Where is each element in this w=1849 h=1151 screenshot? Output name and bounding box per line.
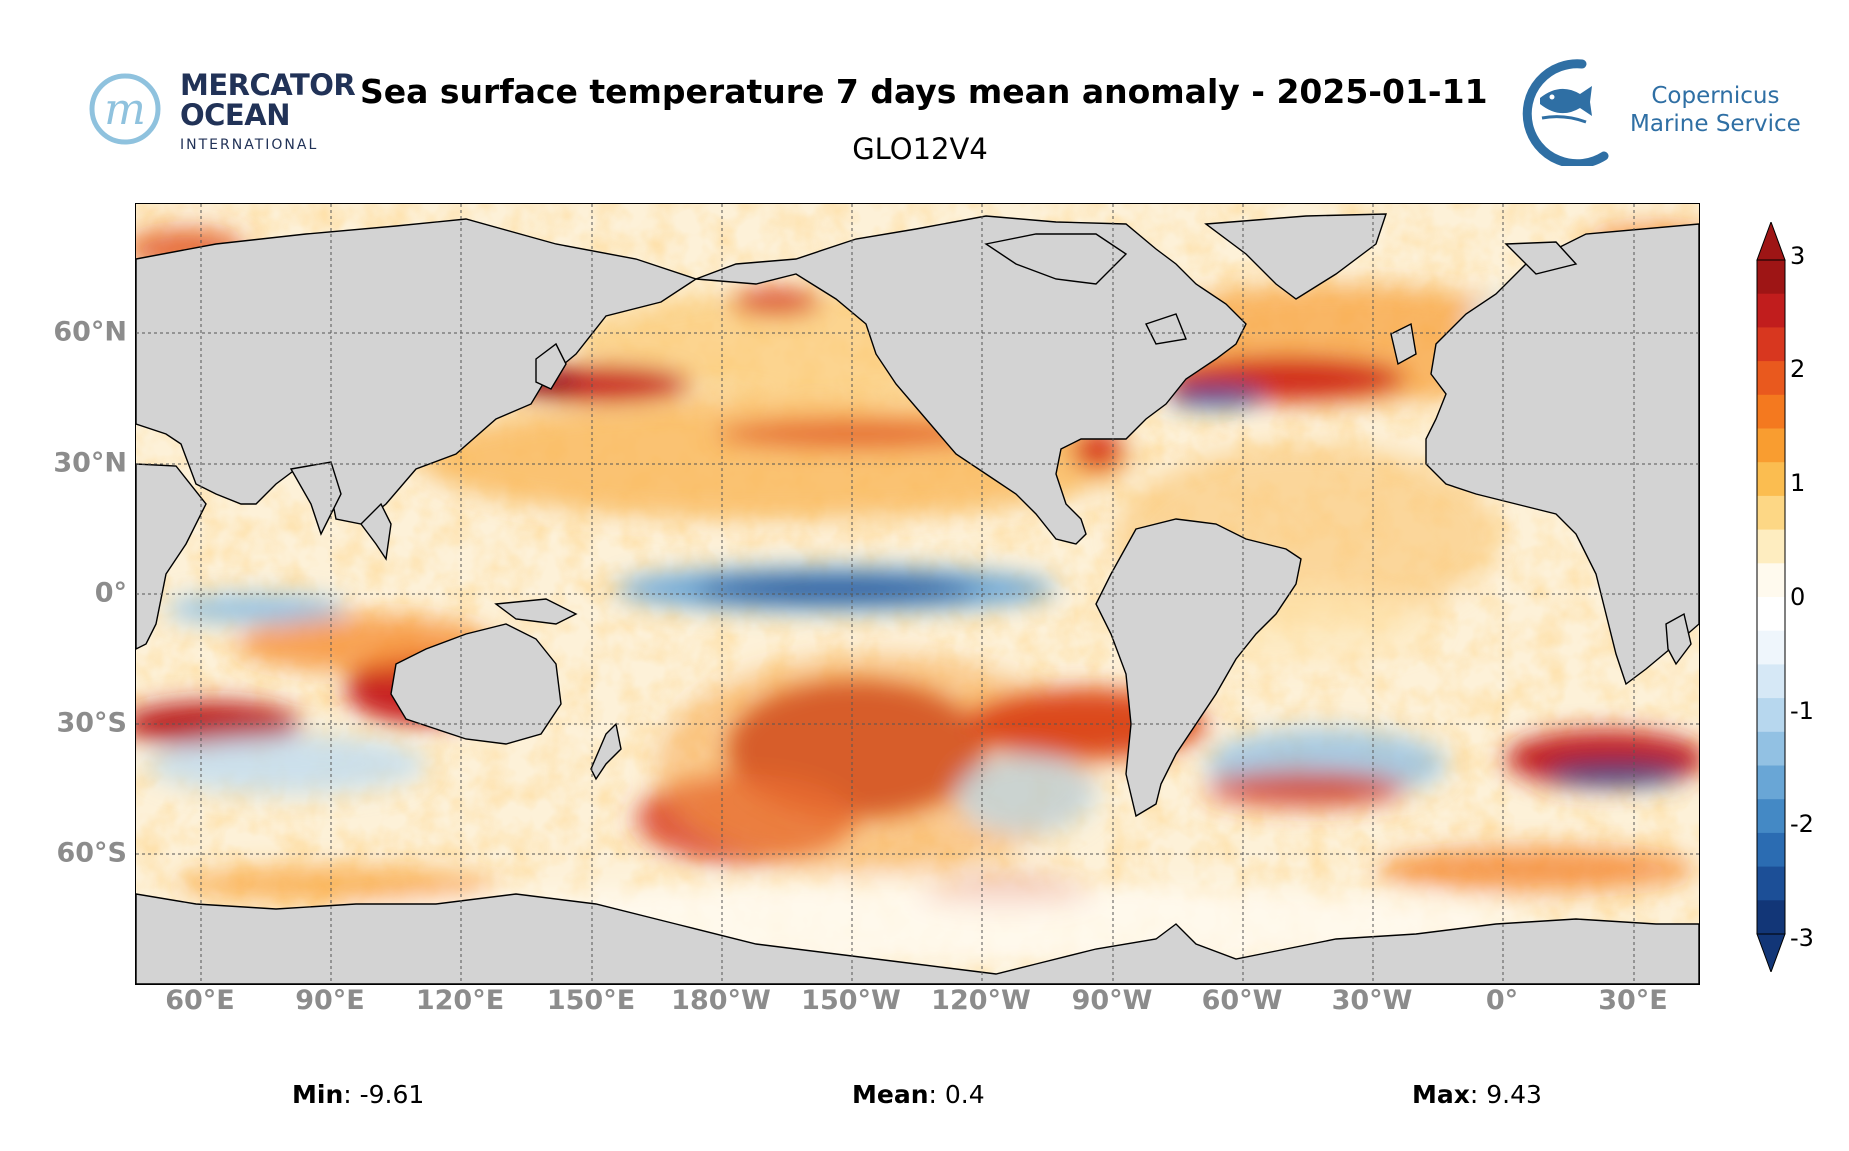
south-america-landmass — [1095, 518, 1302, 818]
sst-anomaly-map — [135, 203, 1700, 985]
lon-label-30e: 30°E — [1598, 985, 1668, 1016]
colorbar-tick-neg2: -2 — [1790, 810, 1814, 838]
north-america-landmass — [695, 215, 1247, 545]
copernicus-marine-logo: Copernicus Marine Service — [1512, 56, 1802, 166]
colorbar-tick-2: 2 — [1790, 355, 1806, 383]
lon-label-0: 0° — [1485, 985, 1519, 1016]
australia-landmass — [390, 623, 562, 745]
india-landmass — [289, 461, 342, 536]
colorbar-tick-neg1: -1 — [1790, 697, 1814, 725]
lon-label-150e: 150°E — [546, 985, 636, 1016]
colorbar-segment — [1757, 327, 1785, 362]
lon-label-90w: 90°W — [1071, 985, 1153, 1016]
lon-label-60e: 60°E — [165, 985, 235, 1016]
colorbar-segment — [1757, 900, 1785, 935]
lat-label-60s: 60°S — [56, 837, 127, 869]
stat-max-value: 9.43 — [1486, 1080, 1542, 1109]
lat-label-30s: 30°S — [56, 707, 127, 739]
mercator-wordmark: MERCATOR OCEAN INTERNATIONAL — [180, 68, 356, 156]
colorbar-segment — [1757, 799, 1785, 834]
stat-min: Min: -9.61 — [292, 1080, 425, 1109]
colorbar-tick-1: 1 — [1790, 469, 1806, 497]
stat-mean: Mean: 0.4 — [852, 1080, 985, 1109]
colorbar-frame — [1756, 259, 1786, 935]
colorbar-tick-0: 0 — [1790, 583, 1806, 611]
graticule — [136, 204, 1699, 984]
mercator-line-3: INTERNATIONAL — [180, 137, 319, 153]
colorbar-segment — [1757, 698, 1785, 733]
stat-mean-label: Mean — [852, 1080, 929, 1109]
copernicus-line-2: Marine Service — [1630, 111, 1801, 137]
colorbar-segment — [1757, 866, 1785, 901]
colorbar-segment — [1757, 731, 1785, 766]
stat-mean-value: 0.4 — [944, 1080, 985, 1109]
colorbar-extend-max — [1756, 222, 1786, 261]
mercator-line-2: OCEAN — [180, 98, 290, 132]
map-canvas — [136, 204, 1699, 984]
svg-text:m: m — [104, 84, 146, 135]
antarctica-landmass — [136, 893, 1699, 984]
colorbar-segment — [1757, 260, 1785, 295]
colorbar-segment — [1757, 462, 1785, 497]
lon-label-90e: 90°E — [295, 985, 365, 1016]
lon-label-150w: 150°W — [801, 985, 901, 1016]
colorbar-segment — [1757, 597, 1785, 632]
indochina-landmass — [360, 502, 392, 561]
arctic-archipelago-landmass — [984, 233, 1128, 285]
colorbar-segment — [1757, 529, 1785, 564]
map-title: Sea surface temperature 7 days mean anom… — [360, 72, 1488, 111]
japan-landmass — [535, 342, 567, 390]
copernicus-line-1: Copernicus — [1651, 83, 1780, 109]
colorbar-tick-3: 3 — [1790, 242, 1806, 270]
mercator-monogram-icon: m — [89, 73, 161, 145]
colorbar-segment — [1757, 394, 1785, 429]
colorbar-tick-neg3: -3 — [1790, 924, 1814, 952]
land-masses — [136, 213, 1699, 984]
fish-icon — [1522, 59, 1609, 166]
colorbar-segment — [1757, 832, 1785, 868]
colorbar-segment — [1757, 361, 1785, 396]
lat-label-30n: 30°N — [53, 447, 127, 479]
colorbar-segment — [1757, 563, 1785, 598]
map-subtitle: GLO12V4 — [852, 132, 988, 166]
lon-label-180w: 180°W — [671, 985, 771, 1016]
asia-landmass — [136, 218, 698, 525]
stat-min-label: Min — [292, 1080, 344, 1109]
colorbar — [1756, 222, 1786, 972]
colorbar-segment — [1757, 293, 1785, 328]
colorbar-segment — [1757, 664, 1785, 699]
madagascar-landmass — [1665, 612, 1692, 666]
lon-label-60w: 60°W — [1201, 985, 1283, 1016]
colorbar-extend-min — [1756, 933, 1786, 972]
colorbar-segment — [1757, 428, 1785, 463]
lon-label-120e: 120°E — [415, 985, 505, 1016]
lat-label-60n: 60°N — [53, 316, 127, 348]
svalbard-landmass — [1504, 241, 1578, 275]
mercator-line-1: MERCATOR — [180, 68, 356, 102]
labrador-island-landmass — [1145, 313, 1187, 345]
colorbar-segment — [1757, 765, 1785, 800]
stat-min-value: -9.61 — [359, 1080, 425, 1109]
new-guinea-landmass — [494, 598, 578, 625]
colorbar-segment — [1757, 630, 1785, 665]
lon-label-120w: 120°W — [931, 985, 1031, 1016]
mercator-ocean-logo: m MERCATOR OCEAN INTERNATIONAL — [88, 68, 356, 158]
lat-label-0: 0° — [94, 577, 127, 609]
greenland-landmass — [1204, 213, 1387, 300]
stat-max: Max: 9.43 — [1412, 1080, 1542, 1109]
copernicus-wordmark: Copernicus Marine Service — [1630, 82, 1801, 138]
stat-max-label: Max — [1412, 1080, 1470, 1109]
colorbar-segment — [1757, 495, 1785, 531]
europe-africa-landmass — [1425, 223, 1699, 686]
uk-landmass — [1390, 322, 1417, 366]
lon-label-30w: 30°W — [1331, 985, 1413, 1016]
africa-east-landmass — [136, 463, 207, 650]
